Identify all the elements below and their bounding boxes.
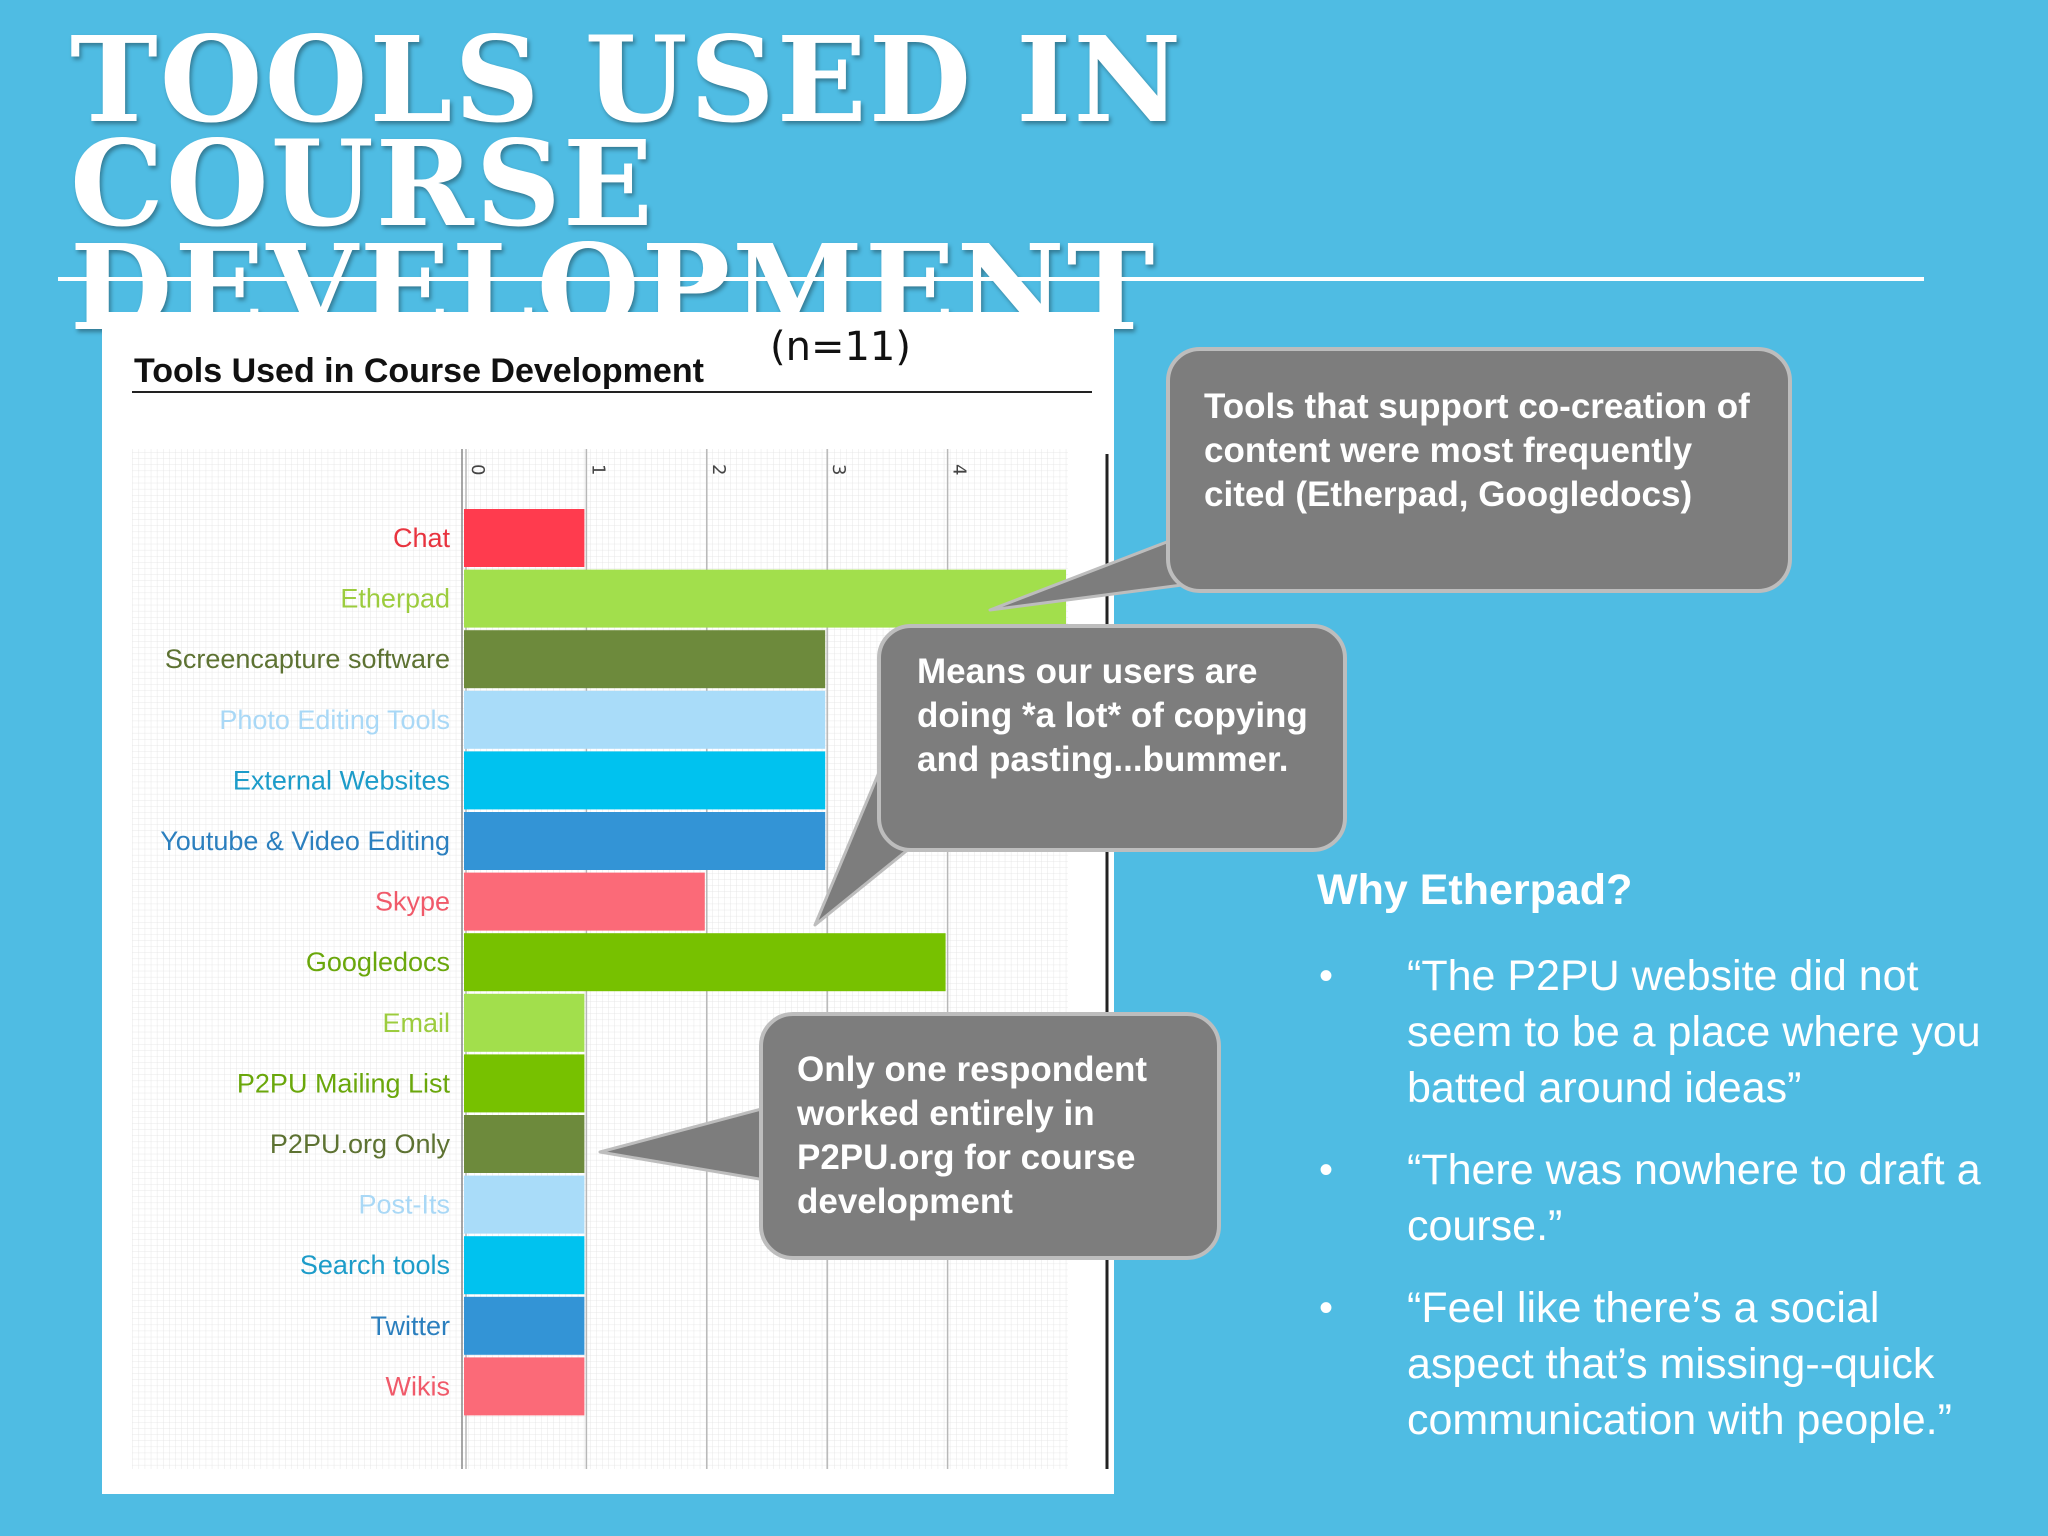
bullet-icon: • — [1319, 954, 1334, 998]
bullet-icon: • — [1319, 1286, 1334, 1330]
bar — [464, 751, 826, 810]
callout-p2pu-only: Only one respondent worked entirely in P… — [759, 1012, 1221, 1260]
quote-list: • “The P2PU website did not seem to be a… — [1317, 948, 2017, 1474]
bar — [464, 569, 1066, 628]
bars — [464, 509, 1066, 1416]
bar — [464, 690, 826, 749]
category-label: Skype — [375, 887, 450, 917]
bar — [464, 509, 585, 567]
category-labels: Chat Etherpad Screencapture software Photo … — [160, 523, 450, 1401]
quote-item: • “There was nowhere to draft a course.” — [1317, 1142, 2017, 1254]
bar — [464, 933, 946, 992]
x-tick-label: 3 — [828, 464, 849, 475]
category-label: Wikis — [386, 1371, 450, 1401]
bar — [464, 1054, 585, 1113]
bar — [464, 1175, 585, 1234]
category-label: Search tools — [300, 1250, 450, 1280]
bar — [464, 812, 826, 870]
quote-item: • “The P2PU website did not seem to be a… — [1317, 948, 2017, 1116]
x-tick-label: 0 — [467, 464, 488, 475]
slide-title: TOOLS USED IN COURSE DEVELOPMENT — [70, 10, 1184, 357]
quote-text: “Feel like there’s a social aspect that’… — [1407, 1284, 1952, 1444]
bar — [464, 872, 705, 931]
category-label: Youtube & Video Editing — [160, 826, 450, 856]
category-label: Chat — [393, 523, 451, 553]
bar — [464, 1236, 585, 1295]
bar — [464, 1115, 585, 1173]
quote-text: “The P2PU website did not seem to be a p… — [1407, 952, 1981, 1112]
category-label: Email — [382, 1008, 450, 1038]
category-label: Googledocs — [306, 947, 450, 977]
quote-text: “There was nowhere to draft a course.” — [1407, 1146, 1981, 1250]
bar-chart: Tools Used in Course Development (n=11) … — [132, 324, 1109, 1469]
callout-co-creation: Tools that support co-creation of conten… — [1166, 347, 1792, 593]
chart-title: Tools Used in Course Development — [134, 352, 704, 390]
callout-copy-paste: Means our users are doing *a lot* of cop… — [877, 624, 1347, 852]
category-label: External Websites — [233, 765, 450, 795]
bar — [464, 993, 585, 1052]
bar — [464, 1357, 585, 1416]
bar — [464, 1296, 585, 1355]
x-tick-labels: 0 1 2 3 4 — [467, 464, 970, 475]
category-label: P2PU Mailing List — [237, 1068, 451, 1098]
category-label: P2PU.org Only — [270, 1129, 451, 1159]
chart-panel: Tools Used in Course Development (n=11) … — [102, 312, 1114, 1494]
bullet-icon: • — [1319, 1148, 1334, 1192]
x-tick-label: 2 — [708, 464, 729, 475]
category-label: Screencapture software — [165, 644, 450, 674]
category-label: Etherpad — [340, 584, 450, 614]
category-label: Photo Editing Tools — [219, 705, 450, 735]
bar — [464, 630, 826, 689]
x-tick-label: 4 — [949, 464, 970, 475]
title-divider — [58, 277, 1924, 281]
x-tick-label: 1 — [587, 464, 608, 475]
category-label: Post-Its — [358, 1190, 450, 1220]
why-etherpad-heading: Why Etherpad? — [1317, 866, 1633, 914]
chart-sample-size: (n=11) — [770, 324, 911, 370]
quote-item: • “Feel like there’s a social aspect tha… — [1317, 1280, 2017, 1448]
category-label: Twitter — [370, 1311, 450, 1341]
